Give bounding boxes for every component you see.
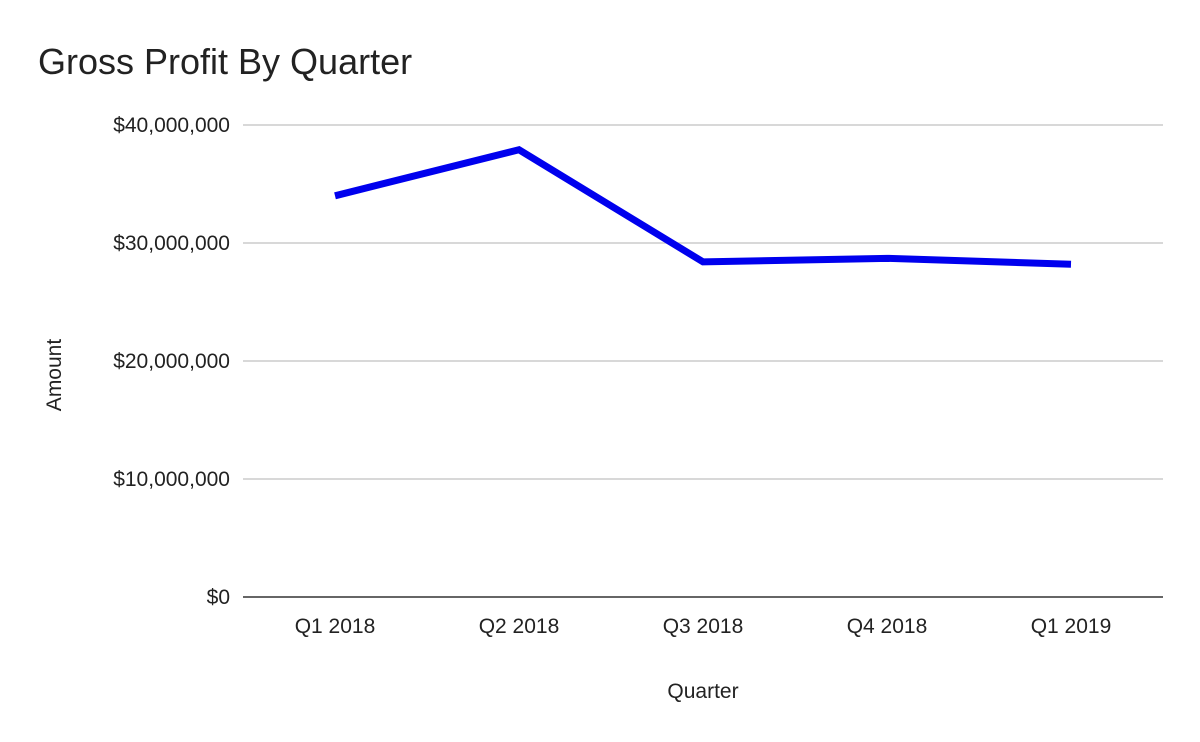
x-tick-label: Q3 2018: [663, 615, 744, 638]
y-axis-ticks: $0 $10,000,000 $20,000,000 $30,000,000 $40,0…: [113, 114, 230, 609]
x-tick-label: Q1 2019: [1031, 615, 1112, 638]
y-tick-label: $40,000,000: [113, 114, 230, 137]
y-tick-label: $20,000,000: [113, 350, 230, 373]
x-axis-title: Quarter: [667, 680, 738, 703]
x-axis-ticks: Q1 2018 Q2 2018 Q3 2018 Q4 2018 Q1 2019: [295, 615, 1112, 638]
y-axis-title: Amount: [43, 339, 66, 412]
y-tick-label: $10,000,000: [113, 468, 230, 491]
x-tick-label: Q1 2018: [295, 615, 376, 638]
series-group: [334, 146, 1072, 268]
y-tick-label: $30,000,000: [113, 232, 230, 255]
gridlines: [243, 124, 1163, 598]
chart-title: Gross Profit By Quarter: [38, 41, 412, 82]
x-tick-label: Q4 2018: [847, 615, 928, 638]
y-tick-label: $0: [207, 586, 230, 609]
series-line: [334, 146, 1072, 268]
x-tick-label: Q2 2018: [479, 615, 560, 638]
